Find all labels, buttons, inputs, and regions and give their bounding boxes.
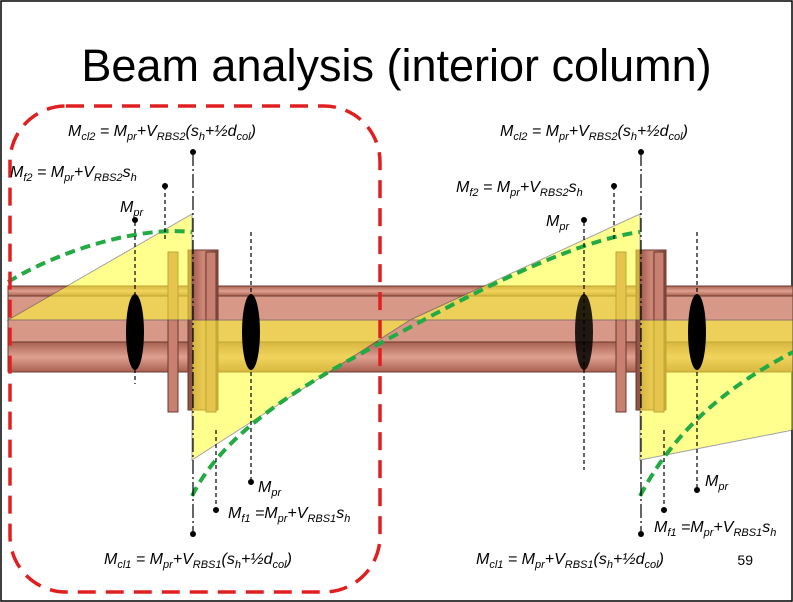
leader-lines — [134, 152, 698, 534]
label-mcl2-right: Mcl2 = Mpr+VRBS2(sh+½dcol) — [500, 124, 688, 143]
moment-expression: = Mpr+VRBS2(sh+½dcol) — [527, 123, 688, 143]
moment-expression: = Mpr+VRBS1(sh+½dcol) — [503, 551, 664, 571]
label-mpr-right-top: Mpr — [546, 214, 569, 233]
moment-symbol: M — [258, 479, 272, 496]
label-mcl1-left: Mcl1 = Mpr+VRBS1(sh+½dcol) — [104, 552, 292, 571]
moment-expression: = Mpr+VRBS1(sh+½dcol) — [131, 551, 292, 571]
moment-subscript: pr — [559, 221, 570, 233]
moment-subscript: cl1 — [489, 559, 504, 571]
moment-expression: = Mpr+VRBS2(sh+½dcol) — [95, 123, 256, 143]
leader-dots — [132, 149, 700, 537]
moment-left-lower — [191, 319, 412, 461]
moment-expression: =Mpr+VRBS1sh — [250, 505, 351, 525]
moment-subscript: cl1 — [117, 559, 132, 571]
moment-symbol: M — [10, 164, 24, 181]
rbs-left-1 — [126, 294, 144, 370]
moment-symbol: M — [705, 473, 719, 490]
moment-expression: = Mpr+VRBS2sh — [32, 164, 137, 184]
slide-title: Beam analysis (interior column) — [81, 40, 712, 91]
label-mpr-left-bottom: Mpr — [258, 480, 281, 499]
highlight-box — [8, 104, 382, 594]
moment-symbol: M — [546, 213, 560, 230]
moment-subscript: pr — [133, 207, 144, 219]
moment-symbol: M — [476, 551, 490, 568]
rbs-right-1 — [575, 294, 593, 370]
label-mf1-left: Mf1 =Mpr+VRBS1sh — [228, 506, 350, 525]
label-mcl2-left: Mcl2 = Mpr+VRBS2(sh+½dcol) — [68, 124, 256, 143]
rbs-cuts — [126, 294, 706, 370]
curve-right-lower — [638, 350, 793, 497]
label-mf2-left: Mf2 = Mpr+VRBS2sh — [10, 165, 137, 184]
label-mf2-right: Mf2 = Mpr+VRBS2sh — [456, 180, 583, 199]
page-number: 59 — [737, 552, 753, 568]
moment-symbol: M — [228, 505, 242, 522]
label-mf1-right: Mf1 =Mpr+VRBS1sh — [654, 520, 793, 539]
label-mcl1-right: Mcl1 = Mpr+VRBS1(sh+½dcol) — [476, 552, 664, 571]
moment-symbol: M — [120, 199, 134, 216]
moment-subscript: f1 — [667, 527, 677, 539]
moment-symbol: M — [456, 179, 470, 196]
label-mpr-right-bottom: Mpr — [705, 474, 728, 493]
moment-expression: = Mpr+VRBS2sh — [478, 179, 583, 199]
moment-subscript: pr — [718, 481, 729, 493]
moment-subscript: pr — [271, 487, 282, 499]
moment-subscript: f1 — [241, 513, 251, 525]
moment-expression: =Mpr+VRBS1sh — [676, 520, 777, 539]
curve-left-lower — [190, 230, 641, 497]
moment-subscript: cl2 — [513, 131, 528, 143]
moment-left-upper — [6, 213, 193, 321]
moment-symbol: M — [104, 551, 118, 568]
moment-symbol: M — [500, 123, 514, 140]
moment-subscript: cl2 — [81, 131, 96, 143]
moment-symbol: M — [654, 520, 668, 536]
moment-subscript: f2 — [469, 187, 479, 199]
moment-right-lower — [639, 319, 793, 461]
moment-symbol: M — [68, 123, 82, 140]
moment-subscript: f2 — [23, 172, 33, 184]
moment-middle — [409, 213, 641, 321]
curve-left-upper — [6, 229, 193, 284]
gravity-moment-curves — [6, 229, 793, 497]
label-mpr-left-top: Mpr — [120, 200, 143, 219]
